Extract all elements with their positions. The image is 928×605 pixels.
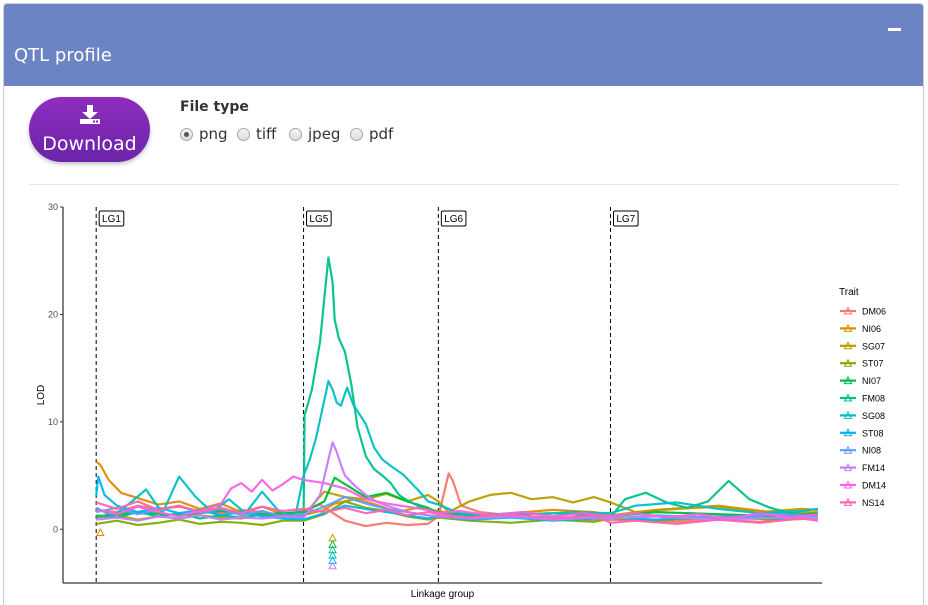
y-tick-label: 30 <box>48 202 58 212</box>
y-tick-label: 20 <box>48 309 58 319</box>
x-axis-title: Linkage group <box>411 589 475 600</box>
legend-label: DM14 <box>862 481 886 491</box>
legend-label: NS14 <box>862 498 885 508</box>
legend-label: NI08 <box>862 446 881 456</box>
legend-label: DM06 <box>862 307 886 317</box>
y-tick-label: 0 <box>53 524 58 534</box>
legend-label: ST08 <box>862 428 884 438</box>
legend-label: FM08 <box>862 394 885 404</box>
linkage-group-label: LG6 <box>444 214 463 225</box>
linkage-group-label: LG5 <box>309 214 328 225</box>
linkage-group-label: LG7 <box>616 214 635 225</box>
legend-label: FM14 <box>862 463 885 473</box>
legend-label: SG07 <box>862 341 885 351</box>
legend-label: NI06 <box>862 324 881 334</box>
y-axis-title: LOD <box>36 385 47 406</box>
peak-marker-ni06 <box>97 529 104 536</box>
linkage-group-label: LG1 <box>102 214 121 225</box>
legend-label: ST07 <box>862 359 884 369</box>
legend-title: Trait <box>839 287 859 298</box>
legend-label: NI07 <box>862 376 881 386</box>
legend-label: SG08 <box>862 411 885 421</box>
series-line-fm08 <box>96 258 818 519</box>
y-tick-label: 10 <box>48 417 58 427</box>
